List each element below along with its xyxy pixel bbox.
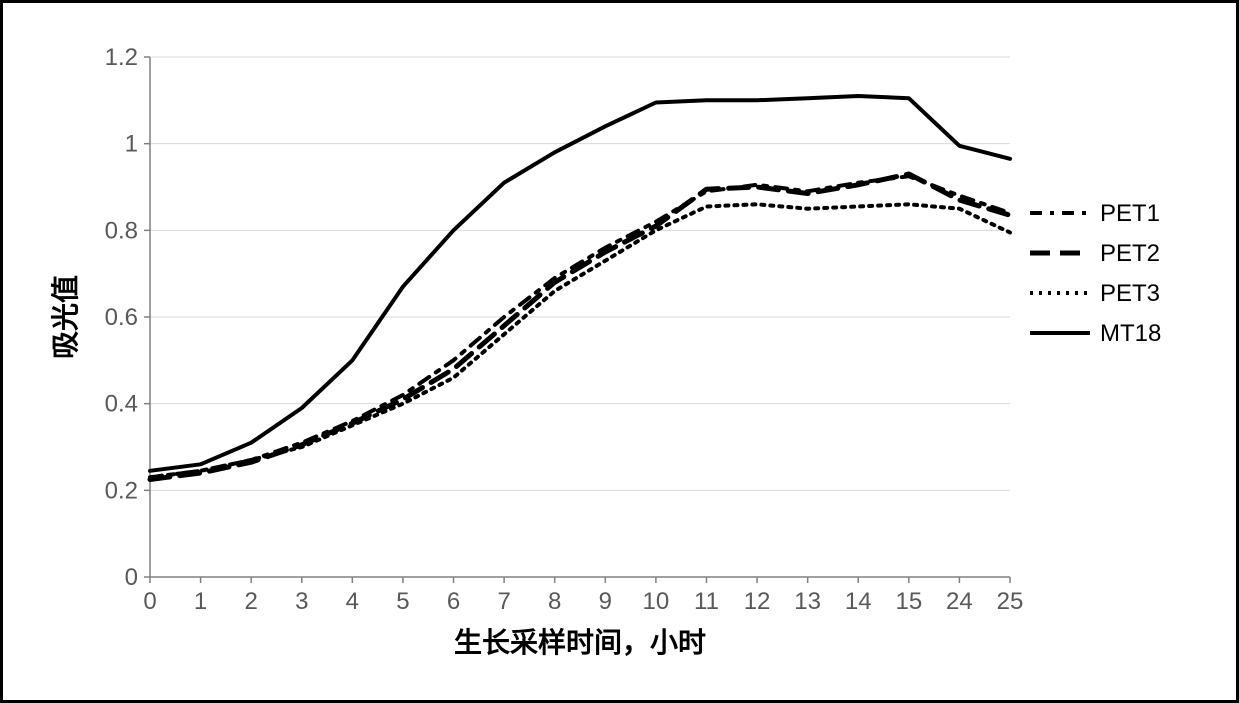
y-tick-label: 1: [124, 130, 137, 157]
x-axis-title: 生长采样时间，小时: [453, 626, 705, 658]
x-tick-label: 0: [143, 588, 156, 615]
x-tick-label: 15: [895, 588, 922, 615]
x-tick-label: 7: [497, 588, 510, 615]
y-tick-label: 0.6: [104, 304, 137, 331]
x-tick-label: 24: [946, 588, 973, 615]
y-axis-title: 吸光值: [50, 274, 81, 358]
x-tick-label: 4: [345, 588, 358, 615]
legend-label-MT18: MT18: [1100, 320, 1161, 347]
x-tick-label: 25: [996, 588, 1023, 615]
x-tick-label: 6: [446, 588, 459, 615]
y-tick-label: 1.2: [104, 44, 137, 71]
legend-label-PET3: PET3: [1100, 280, 1160, 307]
x-tick-label: 5: [396, 588, 409, 615]
x-tick-label: 13: [794, 588, 821, 615]
x-tick-label: 11: [694, 588, 719, 615]
y-tick-label: 0.8: [104, 217, 137, 244]
x-tick-label: 14: [844, 588, 871, 615]
line-chart: 00.20.40.60.811.201234567891011121314152…: [30, 27, 1210, 677]
x-tick-label: 3: [295, 588, 308, 615]
x-tick-label: 9: [598, 588, 611, 615]
y-tick-label: 0.4: [104, 390, 137, 417]
legend-label-PET1: PET1: [1100, 200, 1160, 227]
chart-svg: 00.20.40.60.811.201234567891011121314152…: [30, 27, 1210, 677]
legend-label-PET2: PET2: [1100, 240, 1160, 267]
chart-outer-frame: 00.20.40.60.811.201234567891011121314152…: [0, 0, 1239, 703]
y-tick-label: 0.2: [104, 477, 137, 504]
x-tick-label: 10: [642, 588, 669, 615]
y-tick-label: 0: [124, 564, 137, 591]
x-tick-label: 8: [548, 588, 561, 615]
x-tick-label: 1: [193, 588, 206, 615]
x-tick-label: 2: [244, 588, 257, 615]
x-tick-label: 12: [743, 588, 770, 615]
